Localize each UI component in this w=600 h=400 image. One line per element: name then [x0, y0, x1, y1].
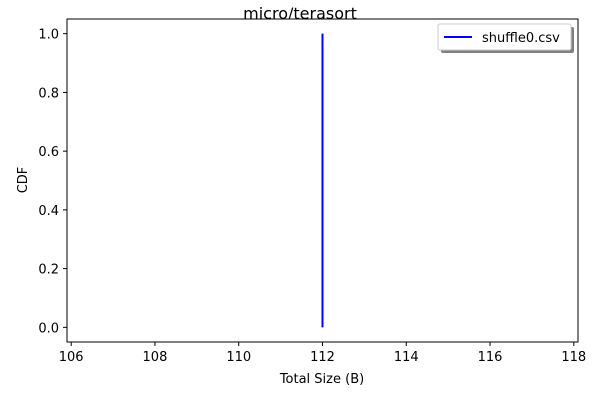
x-tick-label: 116	[478, 350, 503, 365]
x-axis-ticks: 106 108 110 112 114 116 118	[59, 342, 586, 365]
y-tick-label: 0.4	[38, 204, 59, 219]
y-tick-label: 1.0	[38, 28, 59, 43]
x-axis-label: Total Size (B)	[279, 372, 364, 387]
x-tick-label: 106	[59, 350, 84, 365]
x-tick-label: 118	[561, 350, 586, 365]
y-tick-label: 0.2	[38, 263, 59, 278]
legend: shuffle0.csv	[437, 23, 574, 53]
y-tick-label: 0.8	[38, 86, 59, 101]
x-tick-label: 114	[394, 350, 419, 365]
y-axis-ticks: 0.0 0.2 0.4 0.6 0.8 1.0	[38, 28, 67, 336]
y-axis-label: CDF	[16, 167, 31, 194]
x-tick-label: 112	[310, 350, 335, 365]
x-tick-label: 108	[143, 350, 168, 365]
chart-title: micro/terasort	[243, 4, 357, 23]
y-tick-label: 0.6	[38, 145, 59, 160]
legend-label: shuffle0.csv	[482, 31, 560, 46]
legend-box	[437, 23, 572, 51]
y-tick-label: 0.0	[38, 321, 59, 336]
plot-area: 106 108 110 112 114 116 118 0.0 0.2 0.4 0.6 0.8 1.0	[38, 18, 586, 365]
x-tick-label: 110	[226, 350, 251, 365]
